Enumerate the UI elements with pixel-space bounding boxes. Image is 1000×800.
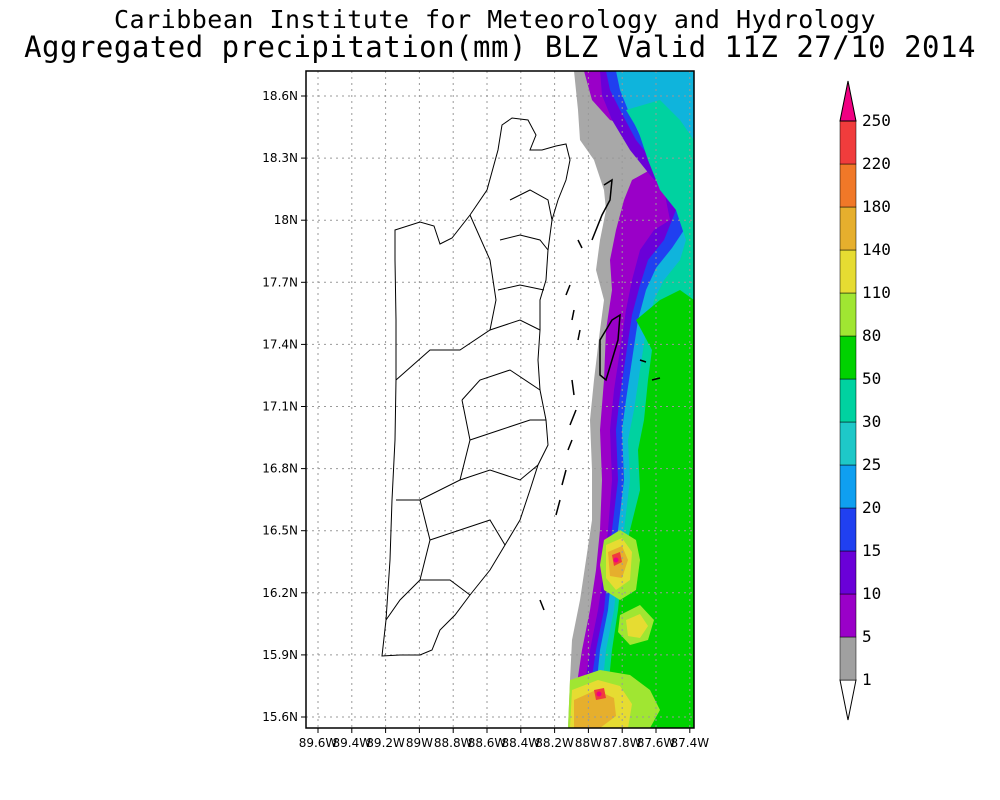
colorbar-label: 180 xyxy=(862,197,891,216)
lon-label: 89.6W xyxy=(299,736,338,750)
colorbar-box xyxy=(839,593,857,638)
colorbar-label: 5 xyxy=(862,627,872,646)
lat-label: 16.8N xyxy=(262,462,298,476)
precip-band-140-180-b xyxy=(574,690,616,728)
lighthouse-reef xyxy=(639,359,661,381)
latitude-labels: 18.6N 18.3N 18N 17.7N 17.4N 17.1N 16.8N 16.5N 16… xyxy=(262,89,306,724)
colorbar-box xyxy=(839,464,857,509)
district-line-6 xyxy=(459,464,539,481)
lon-label: 88.2W xyxy=(535,736,574,750)
district-line-10 xyxy=(509,189,553,221)
lat-label: 16.2N xyxy=(262,586,298,600)
cays xyxy=(539,178,661,611)
colorbar-max-triangle xyxy=(839,80,857,122)
lat-label: 15.9N xyxy=(262,648,298,662)
colorbar-box xyxy=(839,636,857,681)
lon-label: 88.8W xyxy=(434,736,473,750)
cay-chain-a xyxy=(565,239,583,341)
colorbar-min-triangle xyxy=(839,679,857,721)
district-line-12 xyxy=(497,284,545,291)
colorbar-label: 25 xyxy=(862,455,881,474)
colorbar-label: 50 xyxy=(862,369,881,388)
district-line-9 xyxy=(420,579,471,596)
lat-label: 15.6N xyxy=(262,710,298,724)
lat-label: 18.3N xyxy=(262,151,298,165)
precip-max-b xyxy=(596,691,602,697)
lat-label: 17.7N xyxy=(262,275,298,289)
lon-label: 89.4W xyxy=(333,736,372,750)
lon-label: 87.4W xyxy=(671,736,710,750)
colorbar-box xyxy=(839,163,857,208)
map-panel xyxy=(305,70,695,729)
colorbar-label: 30 xyxy=(862,412,881,431)
colorbar-box xyxy=(839,120,857,165)
chart-title: Caribbean Institute for Meteorology and … xyxy=(113,5,876,34)
lat-label: 17.1N xyxy=(262,400,298,414)
district-line-5 xyxy=(469,419,546,441)
district-line-2 xyxy=(469,214,497,331)
chart-subtitle: Aggregated precipitation(mm) BLZ Valid 1… xyxy=(24,30,976,64)
colorbar-label: 10 xyxy=(862,584,881,603)
district-line-11 xyxy=(499,234,549,251)
cay-chain-b xyxy=(555,379,577,516)
lat-label: 16.5N xyxy=(262,524,298,538)
turneffe-atoll xyxy=(599,313,621,382)
map-frame xyxy=(305,70,695,729)
lon-label: 87.6W xyxy=(637,736,676,750)
lon-label: 89.2W xyxy=(366,736,405,750)
lon-label: 88.6W xyxy=(468,736,507,750)
colorbar-box xyxy=(839,206,857,251)
colorbar-box xyxy=(839,550,857,595)
precip-max-a xyxy=(613,557,619,563)
colorbar-box xyxy=(839,421,857,466)
lat-label: 17.4N xyxy=(262,337,298,351)
precipitation-field xyxy=(568,71,694,728)
colorbar-box xyxy=(839,292,857,337)
lon-label: 87.8W xyxy=(603,736,642,750)
colorbar-label: 220 xyxy=(862,154,891,173)
cay-south xyxy=(539,599,545,611)
colorbar-label: 1 xyxy=(862,670,872,689)
lat-label: 18N xyxy=(274,213,298,227)
belize-border xyxy=(381,117,571,657)
cay-north xyxy=(591,178,613,241)
colorbar-label: 250 xyxy=(862,111,891,130)
lon-label: 88.4W xyxy=(502,736,541,750)
district-line-1 xyxy=(395,319,541,381)
colorbar-box xyxy=(839,507,857,552)
graticule xyxy=(306,71,694,728)
colorbar-label: 15 xyxy=(862,541,881,560)
colorbar-label: 140 xyxy=(862,240,891,259)
lat-label: 18.6N xyxy=(262,89,298,103)
colorbar-box xyxy=(839,249,857,294)
lon-label: 88W xyxy=(575,736,602,750)
lon-label: 89W xyxy=(406,736,433,750)
country-outline xyxy=(381,117,571,657)
colorbar-box xyxy=(839,378,857,423)
colorbar-label: 80 xyxy=(862,326,881,345)
colorbar-label: 20 xyxy=(862,498,881,517)
colorbar-label: 110 xyxy=(862,283,891,302)
precip-band-110-140-c xyxy=(626,614,648,638)
district-line-8 xyxy=(429,519,506,546)
district-line-3 xyxy=(461,369,541,401)
colorbar-box xyxy=(839,335,857,380)
